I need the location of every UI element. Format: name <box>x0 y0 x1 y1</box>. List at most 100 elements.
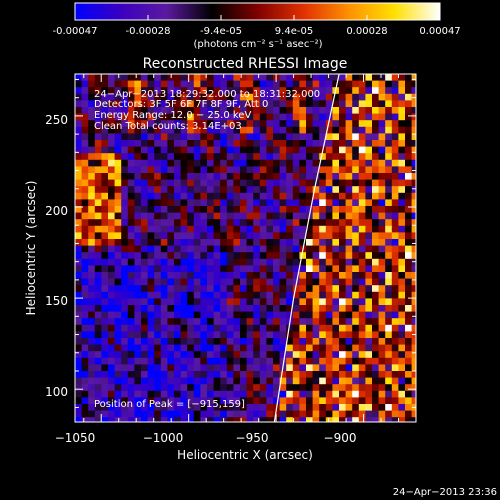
heatmap-pixel <box>174 324 181 332</box>
heatmap-pixel <box>365 397 373 405</box>
heatmap-pixel <box>299 173 307 180</box>
heatmap-pixel <box>306 285 313 293</box>
heatmap-pixel <box>259 258 267 266</box>
heatmap-pixel <box>358 219 366 227</box>
heatmap-pixel <box>81 219 89 227</box>
heatmap-pixel <box>101 344 109 352</box>
heatmap-pixel <box>345 305 353 312</box>
heatmap-pixel <box>193 252 201 260</box>
heatmap-pixel <box>160 159 168 167</box>
heatmap-pixel <box>240 206 247 213</box>
heatmap-pixel <box>187 219 195 227</box>
heatmap-pixel <box>160 74 168 81</box>
heatmap-pixel <box>358 285 366 293</box>
x-tick-label: −900 <box>324 431 357 445</box>
heatmap-pixel <box>200 338 208 345</box>
heatmap-pixel <box>372 417 379 422</box>
heatmap-pixel <box>101 153 109 161</box>
heatmap-pixel <box>405 74 412 81</box>
heatmap-pixel <box>101 305 109 312</box>
heatmap-pixel <box>226 265 234 273</box>
heatmap-pixel <box>299 87 307 95</box>
heatmap-pixel <box>81 107 89 114</box>
heatmap-pixel <box>306 140 313 147</box>
heatmap-pixel <box>391 186 399 194</box>
heatmap-pixel <box>187 126 195 134</box>
heatmap-pixel <box>154 126 162 134</box>
heatmap-pixel <box>240 285 247 293</box>
heatmap-pixel <box>81 74 89 81</box>
heatmap-pixel <box>292 351 300 359</box>
heatmap-pixel <box>253 80 261 88</box>
heatmap-pixel <box>180 390 188 398</box>
heatmap-pixel <box>180 371 188 378</box>
heatmap-pixel <box>180 173 188 180</box>
heatmap-pixel <box>114 140 122 147</box>
heatmap-pixel <box>226 232 234 240</box>
heatmap-pixel <box>345 120 353 128</box>
heatmap-pixel <box>391 252 399 260</box>
heatmap-pixel <box>325 324 333 332</box>
heatmap-pixel <box>391 318 399 326</box>
heatmap-pixel <box>391 305 399 312</box>
heatmap-pixel <box>81 278 89 286</box>
heatmap-pixel <box>385 252 393 260</box>
heatmap-pixel <box>180 351 188 359</box>
heatmap-pixel <box>240 305 247 312</box>
heatmap-pixel <box>200 146 208 154</box>
heatmap-pixel <box>187 285 195 293</box>
heatmap-pixel <box>154 291 162 299</box>
heatmap-pixel <box>299 206 307 213</box>
heatmap-pixel <box>226 199 234 207</box>
heatmap-pixel <box>306 74 313 81</box>
heatmap-pixel <box>279 212 287 220</box>
heatmap-pixel <box>332 278 340 286</box>
heatmap-pixel <box>253 344 261 352</box>
heatmap-pixel <box>339 166 346 174</box>
heatmap-pixel <box>220 219 228 227</box>
heatmap-pixel <box>286 239 294 246</box>
heatmap-pixel <box>385 357 393 365</box>
heatmap-pixel <box>398 206 406 213</box>
heatmap-pixel <box>75 107 82 114</box>
heatmap-pixel <box>405 410 412 418</box>
heatmap-pixel <box>339 357 346 365</box>
heatmap-pixel <box>279 225 287 233</box>
heatmap-pixel <box>200 285 208 293</box>
heatmap-pixel <box>306 146 313 154</box>
heatmap-pixel <box>411 225 416 233</box>
heatmap-pixel <box>246 258 254 266</box>
heatmap-pixel <box>213 166 221 174</box>
heatmap-pixel <box>292 74 300 81</box>
heatmap-pixel <box>325 93 333 101</box>
heatmap-pixel <box>273 93 280 101</box>
heatmap-pixel <box>358 146 366 154</box>
heatmap-pixel <box>147 410 155 418</box>
heatmap-pixel <box>220 318 228 326</box>
heatmap-pixel <box>134 278 142 286</box>
heatmap-pixel <box>121 232 129 240</box>
heatmap-pixel <box>108 285 115 293</box>
heatmap-pixel <box>299 239 307 246</box>
heatmap-pixel <box>299 344 307 352</box>
heatmap-pixel <box>273 305 280 312</box>
heatmap-pixel <box>200 186 208 194</box>
heatmap-pixel <box>180 265 188 273</box>
heatmap-pixel <box>193 219 201 227</box>
heatmap-pixel <box>147 179 155 187</box>
heatmap-pixel <box>411 146 416 154</box>
heatmap-pixel <box>411 212 416 220</box>
heatmap-pixel <box>253 305 261 312</box>
heatmap-pixel <box>207 80 214 88</box>
heatmap-pixel <box>180 146 188 154</box>
heatmap-pixel <box>391 338 399 345</box>
heatmap-pixel <box>385 324 393 332</box>
heatmap-pixel <box>193 179 201 187</box>
heatmap-pixel <box>365 357 373 365</box>
heatmap-pixel <box>292 126 300 134</box>
heatmap-pixel <box>279 166 287 174</box>
heatmap-pixel <box>253 232 261 240</box>
heatmap-pixel <box>358 272 366 279</box>
heatmap-pixel <box>180 126 188 134</box>
heatmap-pixel <box>319 285 327 293</box>
